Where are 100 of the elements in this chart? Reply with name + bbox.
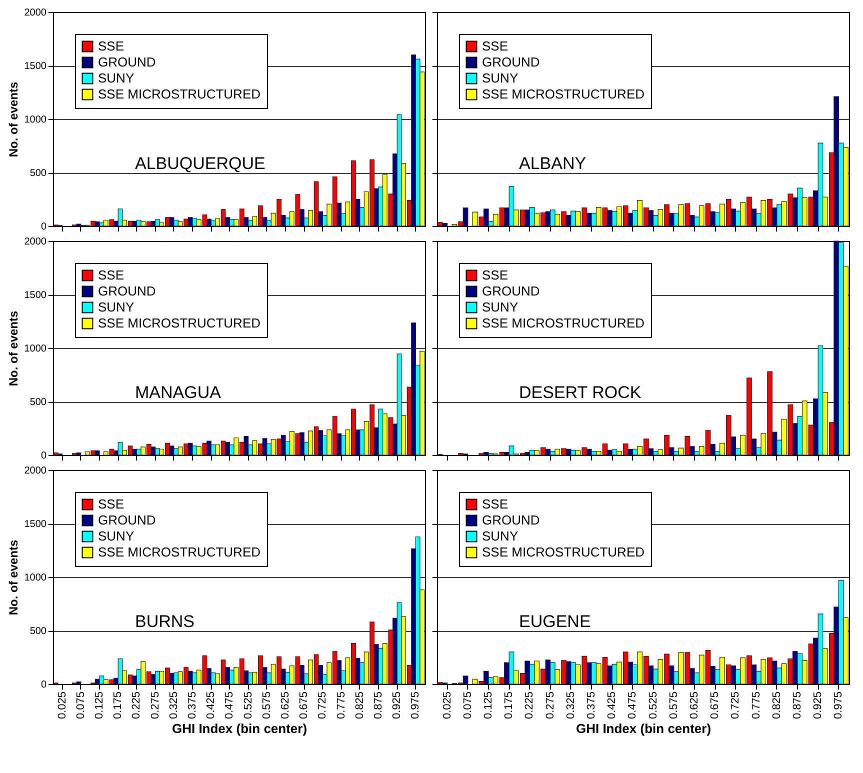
y-axis-title: No. of events: [6, 310, 20, 386]
x-tick-label: 0.975: [410, 692, 422, 720]
bar: [150, 446, 156, 456]
bar: [192, 672, 198, 684]
x-tick-label: 0.225: [130, 692, 143, 720]
x-tick-label: 0.075: [462, 692, 474, 720]
y-tick-label: 1000: [24, 344, 47, 354]
bar: [318, 430, 323, 456]
x-axis-title: GHI Index (bin center): [576, 721, 712, 736]
x-tick-label: 0.875: [372, 692, 384, 720]
legend-label: SUNY: [98, 300, 134, 314]
x-tick-label: 0.675: [709, 692, 722, 720]
y-tick-label: 1500: [24, 61, 47, 72]
bar: [99, 676, 104, 684]
text: EUGENE: [519, 612, 591, 631]
bar: [150, 674, 156, 684]
legend-label: GROUND: [482, 54, 540, 70]
x-tick-label: 0.025: [56, 692, 68, 720]
text: BURNS: [135, 612, 195, 631]
x-tick-label: 0.575: [260, 692, 273, 720]
legend-label: SSE: [98, 268, 124, 282]
legend-label: GROUND: [98, 284, 156, 298]
x-tick-label: 0.275: [544, 692, 556, 720]
x-tick-label: 0.725: [316, 692, 329, 720]
x-tick-label: 0.925: [391, 692, 404, 720]
text: MANAGUA: [135, 383, 222, 402]
y-tick-label: 500: [30, 397, 47, 408]
x-tick-label: 0.425: [606, 692, 618, 720]
y-tick-label: 0: [40, 222, 47, 232]
legend-label: SSE MICROSTRUCTURED: [482, 86, 645, 102]
legend-label: SSE: [482, 38, 508, 54]
y-tick-label: 500: [30, 626, 47, 637]
x-tick-label: 0.125: [94, 692, 106, 720]
y-tick-label: 1000: [24, 114, 47, 126]
bar: [132, 448, 137, 456]
x-tick-label: 0.025: [441, 692, 454, 720]
legend-label: SUNY: [98, 70, 134, 86]
text: DESERT ROCK: [519, 383, 642, 402]
bar: [53, 452, 58, 456]
legend-label: SSE MICROSTRUCTURED: [98, 86, 261, 102]
y-tick-label: 0: [40, 680, 47, 690]
y-axis-title: No. of events: [6, 540, 20, 616]
legend-label: SSE MICROSTRUCTURED: [98, 544, 261, 560]
x-tick-label: 0.275: [149, 692, 162, 720]
legend-label: SSE: [482, 268, 508, 282]
x-tick-label: 0.475: [626, 692, 639, 720]
legend-label: SUNY: [482, 300, 518, 314]
bar: [415, 536, 420, 684]
x-tick-label: 0.825: [354, 692, 366, 720]
bar: [94, 450, 100, 456]
x-tick-label: 0.375: [186, 692, 198, 720]
bar: [192, 218, 198, 226]
x-tick-label: 0.775: [335, 692, 348, 720]
bar: [420, 350, 425, 456]
bar: [378, 408, 384, 456]
text: ALBUQUERQUE: [135, 154, 266, 173]
x-tick-label: 0.175: [503, 692, 516, 720]
x-axis-title: GHI Index (bin center): [172, 721, 308, 736]
y-tick-label: 1500: [24, 519, 47, 530]
y-tick-label: 500: [30, 168, 47, 179]
x-tick-label: 0.825: [770, 692, 783, 720]
legend-label: GROUND: [482, 512, 540, 528]
x-tick-label: 0.625: [688, 692, 700, 720]
legend-label: SSE: [98, 496, 124, 512]
y-tick-label: 1500: [24, 290, 47, 301]
legend-label: SUNY: [482, 528, 518, 544]
bar: [118, 208, 123, 226]
y-tick-label: 2000: [24, 8, 47, 18]
legend-label: SUNY: [482, 70, 518, 86]
legend-label: SSE MICROSTRUCTURED: [482, 544, 645, 560]
x-tick-label: 0.175: [112, 692, 124, 720]
y-tick-label: 0: [40, 450, 47, 462]
bar: [99, 222, 104, 226]
legend-label: GROUND: [98, 54, 156, 70]
bar: [225, 442, 230, 456]
x-tick-label: 0.375: [586, 692, 598, 720]
x-tick-label: 0.975: [832, 692, 845, 720]
legend-label: SUNY: [98, 528, 134, 544]
bar: [76, 452, 82, 456]
bar: [411, 322, 416, 456]
legend-label: SSE MICROSTRUCTURED: [482, 316, 645, 330]
x-tick-label: 0.525: [242, 692, 254, 720]
x-tick-label: 0.675: [298, 692, 310, 720]
legend-label: SSE: [98, 38, 124, 54]
legend-label: GROUND: [482, 284, 540, 298]
x-tick-label: 0.775: [750, 692, 762, 720]
x-tick-label: 0.225: [524, 692, 536, 720]
x-tick-label: 0.125: [482, 692, 494, 720]
bar: [76, 682, 82, 684]
text: ALBANY: [519, 154, 586, 173]
bar: [150, 220, 156, 226]
legend-label: SSE MICROSTRUCTURED: [98, 316, 261, 330]
x-tick-label: 0.525: [647, 692, 660, 720]
legend-label: SSE: [482, 496, 508, 512]
bar: [244, 436, 249, 456]
y-tick-label: 2000: [24, 236, 47, 248]
x-tick-label: 0.325: [564, 692, 577, 720]
y-tick-label: 1000: [24, 572, 47, 584]
x-tick-label: 0.625: [280, 692, 292, 720]
x-tick-label: 0.875: [792, 692, 804, 720]
